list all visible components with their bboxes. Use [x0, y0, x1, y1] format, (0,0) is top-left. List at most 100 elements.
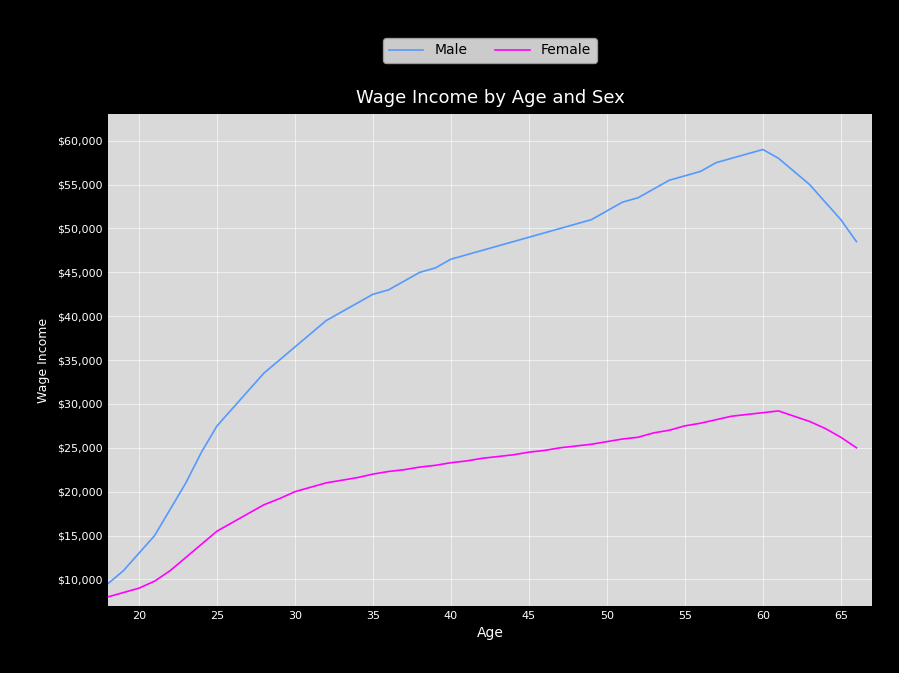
Male: [383, 286, 394, 294]
Male: [773, 154, 784, 162]
Male: [430, 264, 441, 272]
Male: [227, 404, 238, 413]
Male: [306, 330, 316, 338]
Male: [648, 185, 659, 193]
Female: [211, 527, 222, 535]
Male: [788, 168, 799, 176]
Male: [586, 215, 597, 223]
Male: [258, 369, 269, 378]
Male: [758, 145, 769, 153]
Male: [134, 549, 145, 557]
Male: [726, 154, 737, 162]
Male: [711, 159, 722, 167]
Female: [196, 540, 207, 548]
Female: [243, 509, 254, 518]
Male: [493, 242, 503, 250]
Female: [726, 412, 737, 420]
Female: [523, 448, 534, 456]
Male: [633, 194, 644, 202]
Male: [274, 356, 285, 364]
Male: [414, 269, 425, 277]
Female: [430, 461, 441, 469]
Male: [680, 172, 690, 180]
X-axis label: Age: Age: [476, 626, 503, 640]
Female: [820, 425, 831, 433]
Female: [446, 459, 457, 467]
Female: [788, 412, 799, 420]
Male: [601, 207, 612, 215]
Male: [289, 343, 300, 351]
Line: Female: Female: [108, 411, 857, 597]
Male: [523, 234, 534, 242]
Female: [383, 468, 394, 476]
Male: [446, 255, 457, 263]
Male: [102, 579, 113, 588]
Male: [368, 290, 378, 298]
Male: [805, 180, 815, 188]
Male: [476, 246, 487, 254]
Female: [711, 416, 722, 424]
Line: Male: Male: [108, 149, 857, 583]
Female: [321, 479, 332, 487]
Male: [742, 150, 752, 158]
Title: Wage Income by Age and Sex: Wage Income by Age and Sex: [356, 90, 624, 107]
Female: [742, 411, 752, 419]
Female: [134, 584, 145, 592]
Female: [227, 518, 238, 526]
Male: [211, 422, 222, 430]
Male: [617, 198, 628, 206]
Male: [539, 229, 550, 237]
Male: [352, 299, 363, 307]
Female: [102, 593, 113, 601]
Female: [633, 433, 644, 441]
Male: [196, 448, 207, 456]
Male: [149, 532, 160, 540]
Female: [601, 437, 612, 446]
Male: [663, 176, 674, 184]
Male: [555, 224, 565, 232]
Female: [289, 488, 300, 496]
Female: [306, 483, 316, 491]
Female: [336, 476, 347, 485]
Male: [321, 316, 332, 324]
Female: [118, 588, 129, 596]
Male: [165, 505, 175, 513]
Male: [820, 198, 831, 206]
Male: [336, 308, 347, 316]
Female: [149, 577, 160, 586]
Female: [648, 429, 659, 437]
Female: [555, 444, 565, 452]
Female: [539, 446, 550, 454]
Female: [758, 409, 769, 417]
Female: [368, 470, 378, 478]
Female: [181, 553, 191, 561]
Female: [773, 407, 784, 415]
Female: [399, 466, 410, 474]
Female: [165, 567, 175, 575]
Male: [695, 168, 706, 176]
Female: [461, 457, 472, 465]
Female: [414, 463, 425, 471]
Female: [805, 417, 815, 425]
Female: [851, 444, 862, 452]
Female: [570, 442, 581, 450]
Legend: Male, Female: Male, Female: [383, 38, 597, 63]
Male: [118, 567, 129, 575]
Male: [508, 238, 519, 246]
Male: [243, 387, 254, 395]
Male: [851, 238, 862, 246]
Male: [461, 251, 472, 259]
Female: [835, 433, 846, 441]
Female: [476, 454, 487, 462]
Y-axis label: Wage Income: Wage Income: [38, 318, 50, 402]
Female: [586, 440, 597, 448]
Female: [352, 474, 363, 482]
Male: [181, 479, 191, 487]
Female: [680, 422, 690, 430]
Female: [617, 435, 628, 443]
Female: [508, 451, 519, 459]
Female: [274, 495, 285, 503]
Female: [663, 426, 674, 434]
Male: [570, 220, 581, 228]
Female: [258, 501, 269, 509]
